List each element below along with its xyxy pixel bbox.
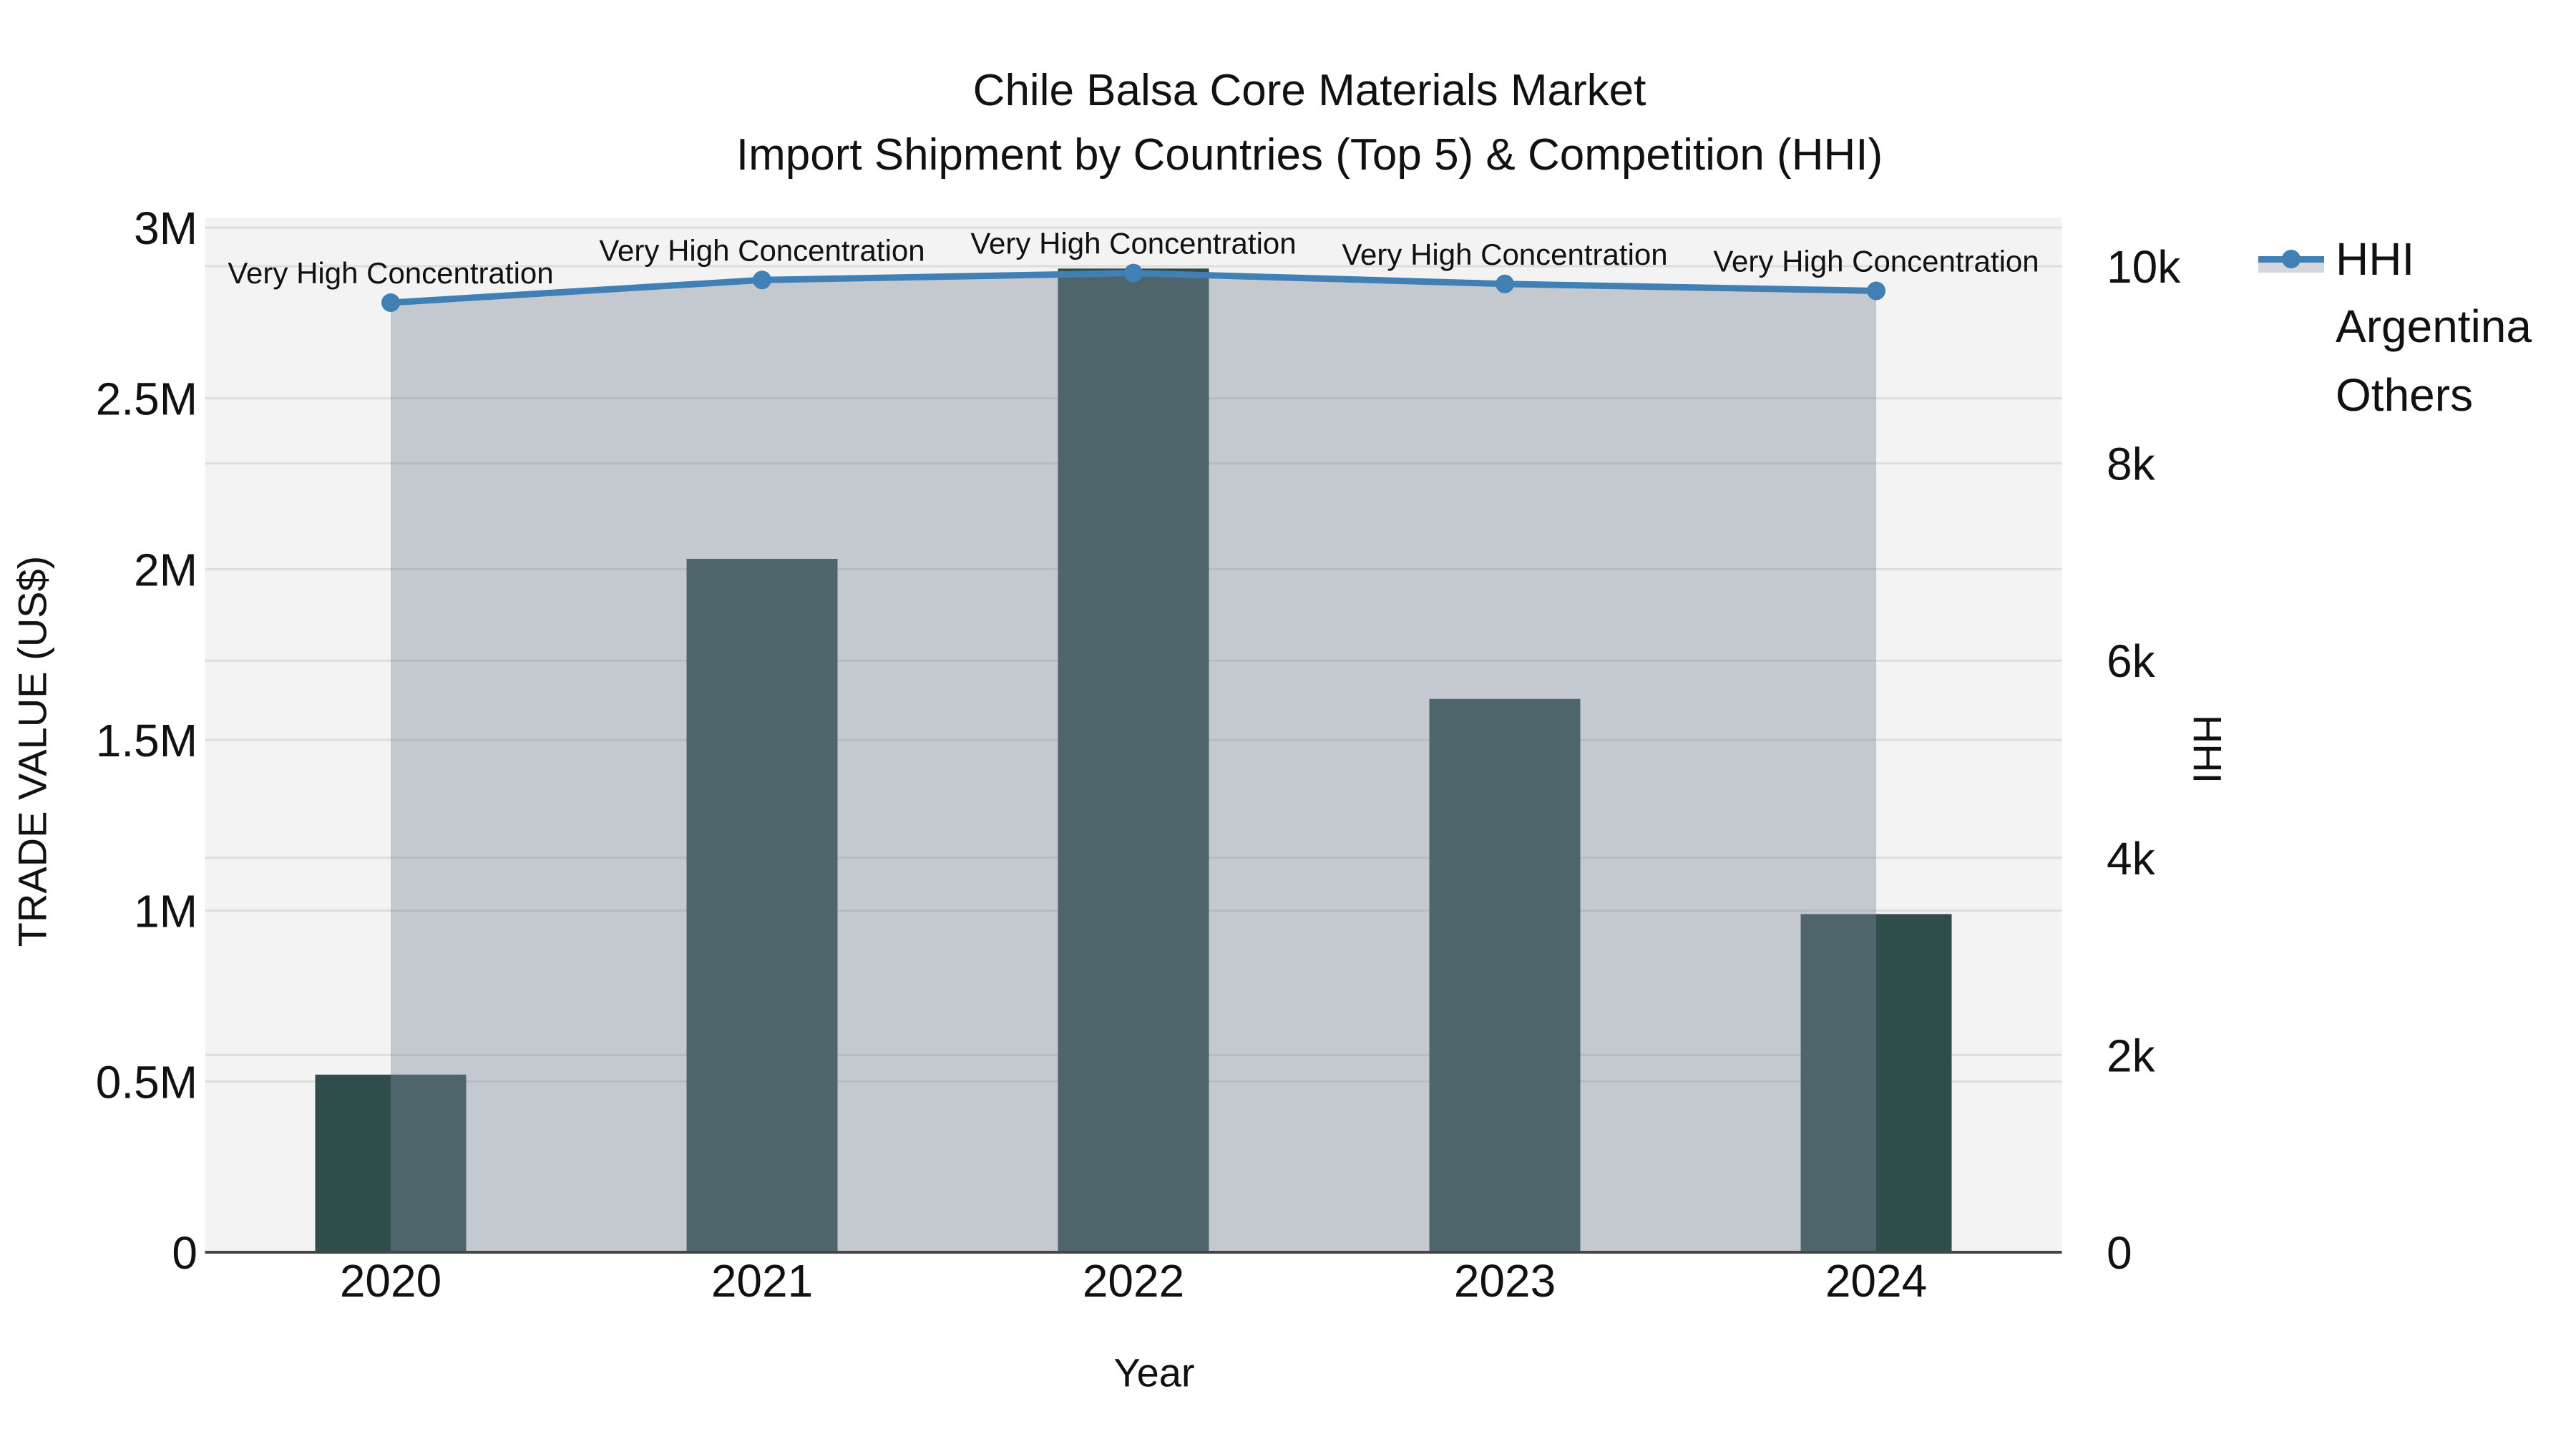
annotation-2024: Very High Concentration [1713, 244, 2039, 278]
y-left-tick-label-1M: 1M [134, 886, 197, 937]
annotation-2021: Very High Concentration [599, 233, 924, 267]
x-tick-label-2022: 2022 [1083, 1255, 1184, 1307]
y-left-tick-label-2M: 2M [134, 544, 197, 595]
annotation-2023: Very High Concentration [1342, 238, 1667, 271]
chart-title-line1: Chile Balsa Core Materials Market [972, 66, 1646, 115]
x-axis-title: Year [1113, 1350, 1195, 1395]
bar-argentina-2024 [1800, 914, 1952, 1252]
y-left-tick-label-0: 0 [172, 1227, 197, 1279]
legend-item-argentina: Argentina [2258, 301, 2532, 351]
y-left-tick-label-1.5M: 1.5M [96, 715, 197, 766]
y-right-tick-label-0: 0 [2107, 1227, 2132, 1279]
y-right-tick-label-4k: 4k [2107, 833, 2156, 884]
y-left-tick-label-3M: 3M [134, 203, 197, 254]
x-tick-label-2023: 2023 [1454, 1255, 1556, 1307]
bar-argentina-2020 [315, 1074, 467, 1252]
y-left-tick-label-0.5M: 0.5M [96, 1056, 197, 1108]
bar-argentina-2023 [1429, 698, 1581, 1252]
legend-argentina-swatch [2258, 301, 2324, 351]
legend-label-hhi: HHI [2336, 233, 2415, 285]
annotation-2022: Very High Concentration [970, 227, 1296, 260]
hhi-marker-2021 [753, 270, 771, 290]
legend-hhi-marker-icon [2282, 250, 2301, 268]
legend-item-others: Others [2258, 370, 2473, 420]
chart-title-line2: Import Shipment by Countries (Top 5) & C… [736, 130, 1883, 180]
hhi-area [391, 273, 1876, 1252]
x-tick-label-2020: 2020 [340, 1255, 441, 1307]
legend-label-others: Others [2336, 369, 2474, 421]
x-tick-label-2024: 2024 [1825, 1255, 1927, 1307]
hhi-marker-2023 [1496, 274, 1514, 293]
y-right-tick-label-8k: 8k [2107, 439, 2156, 490]
y-right-tick-label-2k: 2k [2107, 1030, 2156, 1081]
bar-argentina-2021 [686, 559, 838, 1252]
x-tick-label-2021: 2021 [711, 1255, 813, 1307]
y-right-tick-label-10k: 10k [2107, 241, 2181, 293]
legend-item-hhi: HHI [2258, 234, 2414, 284]
legend-hhi-line-area-swatch [2258, 234, 2324, 284]
y-right-tick-label-6k: 6k [2107, 635, 2156, 687]
annotation-2020: Very High Concentration [228, 256, 553, 290]
legend-others-swatch [2258, 370, 2324, 420]
y-left-axis-title: TRADE VALUE (US$) [9, 555, 55, 947]
hhi-marker-2024 [1867, 281, 1885, 301]
y-left-tick-label-2.5M: 2.5M [96, 374, 197, 425]
legend-label-argentina: Argentina [2336, 301, 2532, 352]
hhi-marker-2020 [381, 293, 400, 312]
hhi-marker-2022 [1124, 263, 1143, 283]
y-right-axis-title: HHI [2185, 714, 2230, 784]
bar-argentina-2022 [1058, 268, 1209, 1253]
